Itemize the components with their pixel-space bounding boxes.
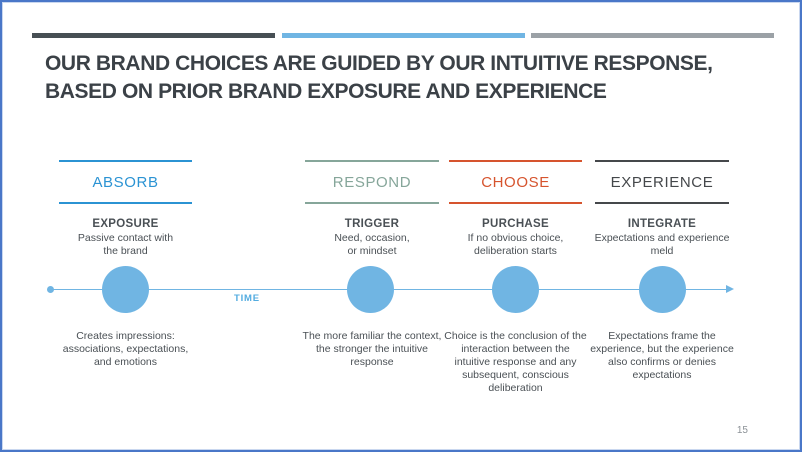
stage-name-experience: EXPERIENCE	[610, 173, 714, 191]
stage-detail-text: Expectations frame the experience, but t…	[590, 330, 734, 381]
stage-column-experience: EXPERIENCE INTEGRATE Expectations and ex…	[590, 160, 734, 430]
stage-rule-top	[449, 160, 582, 162]
stage-detail-text: Creates impressions: associations, expec…	[62, 330, 189, 368]
page-number: 15	[736, 425, 748, 436]
phase-block-purchase: PURCHASE If no obvious choice, deliberat…	[416, 218, 616, 258]
stage-rule-top	[59, 160, 192, 162]
timeline-node-integrate	[639, 266, 686, 313]
accent-bar-dark	[32, 33, 275, 38]
stage-rule-bottom	[305, 202, 439, 204]
stage-column-choose: CHOOSE PURCHASE If no obvious choice, de…	[444, 160, 587, 430]
phase-block-exposure: EXPOSURE Passive contact with the brand	[26, 218, 226, 258]
timeline-node-purchase	[492, 266, 539, 313]
timeline-arrowhead-icon	[726, 285, 734, 293]
stage-rule-top	[595, 160, 729, 162]
phase-description: Need, occasion, or mindset	[334, 232, 410, 257]
page-title: OUR BRAND CHOICES ARE GUIDED BY OUR INTU…	[45, 52, 713, 103]
timeline-label: TIME	[234, 293, 260, 304]
timeline-node-trigger	[347, 266, 394, 313]
stage-detail-text: The more familiar the context, the stron…	[302, 330, 442, 368]
timeline-node-exposure	[102, 266, 149, 313]
phase-name: EXPOSURE	[92, 218, 159, 230]
stage-rule-top	[305, 160, 439, 162]
phase-name: PURCHASE	[482, 218, 549, 230]
stage-rule-bottom	[449, 202, 582, 204]
accent-bar-blue	[282, 33, 525, 38]
phase-block-trigger: TRIGGER Need, occasion, or mindset	[272, 218, 472, 258]
phase-block-integrate: INTEGRATE Expectations and experience me…	[562, 218, 762, 258]
stage-rule-bottom	[595, 202, 729, 204]
stage-name-choose: CHOOSE	[481, 173, 550, 191]
stage-column-absorb: ABSORB EXPOSURE Passive contact with the…	[59, 160, 192, 430]
phase-description: Passive contact with the brand	[77, 232, 174, 257]
phase-description: If no obvious choice, deliberation start…	[467, 232, 564, 257]
stage-name-respond: RESPOND	[332, 173, 412, 191]
phase-name: INTEGRATE	[627, 218, 697, 230]
stage-rule-bottom	[59, 202, 192, 204]
stage-column-respond: RESPOND TRIGGER Need, occasion, or minds…	[303, 160, 441, 430]
stage-detail-text: Choice is the conclusion of the interact…	[444, 330, 587, 394]
phase-description: Expectations and experience meld	[594, 232, 730, 257]
timeline-start-dot	[47, 286, 54, 293]
phase-name: TRIGGER	[344, 218, 400, 230]
accent-bar-gray	[531, 33, 774, 38]
stage-name-absorb: ABSORB	[92, 173, 159, 191]
